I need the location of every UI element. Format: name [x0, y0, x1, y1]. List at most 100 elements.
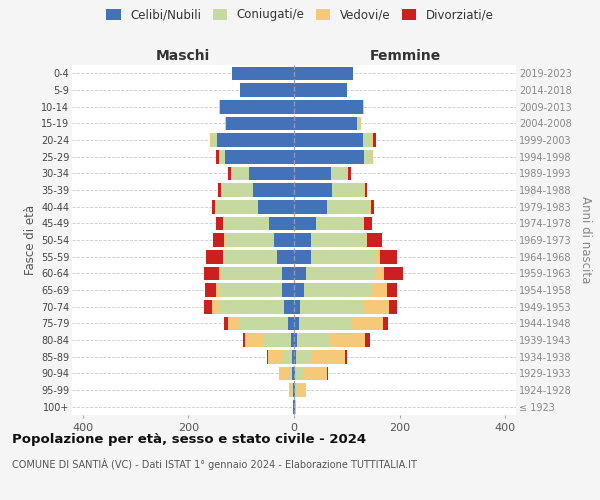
Bar: [284, 350, 292, 364]
Legend: Celibi/Nubili, Coniugati/e, Vedovi/e, Divorziati/e: Celibi/Nubili, Coniugati/e, Vedovi/e, Di…: [106, 8, 494, 22]
Bar: [293, 383, 294, 397]
Bar: [347, 166, 348, 180]
Bar: [294, 350, 296, 364]
Bar: [304, 283, 372, 297]
Bar: [221, 266, 283, 280]
Bar: [294, 250, 311, 264]
Bar: [212, 300, 220, 314]
Bar: [284, 300, 294, 314]
Bar: [363, 133, 371, 147]
Bar: [269, 216, 294, 230]
Bar: [301, 300, 364, 314]
Bar: [373, 133, 376, 147]
Bar: [298, 383, 305, 397]
Bar: [367, 233, 382, 247]
Bar: [294, 150, 364, 164]
Bar: [212, 233, 224, 247]
Bar: [292, 366, 294, 380]
Bar: [294, 400, 295, 413]
Bar: [204, 300, 212, 314]
Bar: [372, 283, 387, 297]
Bar: [229, 316, 239, 330]
Bar: [294, 183, 332, 197]
Bar: [294, 383, 295, 397]
Bar: [217, 150, 219, 164]
Bar: [370, 200, 371, 213]
Bar: [290, 366, 292, 380]
Bar: [365, 183, 367, 197]
Bar: [206, 250, 223, 264]
Bar: [295, 383, 298, 397]
Bar: [371, 133, 373, 147]
Bar: [277, 250, 294, 264]
Text: COMUNE DI SANTIÀ (VC) - Dati ISTAT 1° gennaio 2024 - Elaborazione TUTTITALIA.IT: COMUNE DI SANTIÀ (VC) - Dati ISTAT 1° ge…: [12, 458, 417, 469]
Bar: [245, 333, 264, 347]
Bar: [240, 83, 294, 97]
Bar: [294, 166, 331, 180]
Bar: [364, 150, 372, 164]
Bar: [294, 316, 299, 330]
Bar: [371, 200, 374, 213]
Bar: [287, 316, 294, 330]
Bar: [294, 83, 347, 97]
Bar: [327, 200, 370, 213]
Bar: [380, 250, 397, 264]
Bar: [212, 200, 215, 213]
Bar: [228, 166, 230, 180]
Bar: [216, 216, 223, 230]
Bar: [292, 350, 294, 364]
Bar: [220, 283, 283, 297]
Y-axis label: Fasce di età: Fasce di età: [23, 205, 37, 275]
Bar: [294, 216, 316, 230]
Bar: [303, 366, 327, 380]
Bar: [294, 300, 301, 314]
Bar: [360, 116, 361, 130]
Bar: [224, 216, 269, 230]
Bar: [294, 100, 363, 114]
Bar: [332, 183, 364, 197]
Bar: [294, 66, 353, 80]
Bar: [218, 183, 221, 197]
Bar: [383, 316, 388, 330]
Bar: [292, 333, 294, 347]
Bar: [294, 283, 304, 297]
Bar: [224, 250, 277, 264]
Bar: [223, 250, 224, 264]
Bar: [348, 166, 350, 180]
Bar: [219, 150, 225, 164]
Bar: [316, 216, 363, 230]
Bar: [232, 66, 294, 80]
Bar: [294, 200, 327, 213]
Bar: [292, 383, 293, 397]
Bar: [376, 266, 384, 280]
Bar: [268, 350, 284, 364]
Bar: [249, 166, 294, 180]
Bar: [311, 250, 376, 264]
Y-axis label: Anni di nascita: Anni di nascita: [578, 196, 592, 284]
Bar: [296, 333, 329, 347]
Bar: [294, 133, 363, 147]
Bar: [387, 283, 397, 297]
Bar: [221, 183, 253, 197]
Bar: [216, 283, 220, 297]
Bar: [224, 316, 229, 330]
Bar: [258, 200, 294, 213]
Bar: [289, 383, 292, 397]
Bar: [267, 350, 268, 364]
Bar: [364, 183, 365, 197]
Bar: [295, 366, 303, 380]
Bar: [243, 333, 245, 347]
Bar: [365, 333, 370, 347]
Bar: [279, 366, 290, 380]
Bar: [294, 233, 311, 247]
Bar: [239, 316, 287, 330]
Bar: [274, 233, 294, 247]
Bar: [389, 300, 397, 314]
Bar: [210, 133, 211, 147]
Bar: [312, 350, 345, 364]
Bar: [226, 116, 294, 130]
Bar: [220, 100, 294, 114]
Bar: [365, 233, 367, 247]
Bar: [329, 333, 365, 347]
Text: Maschi: Maschi: [156, 48, 210, 62]
